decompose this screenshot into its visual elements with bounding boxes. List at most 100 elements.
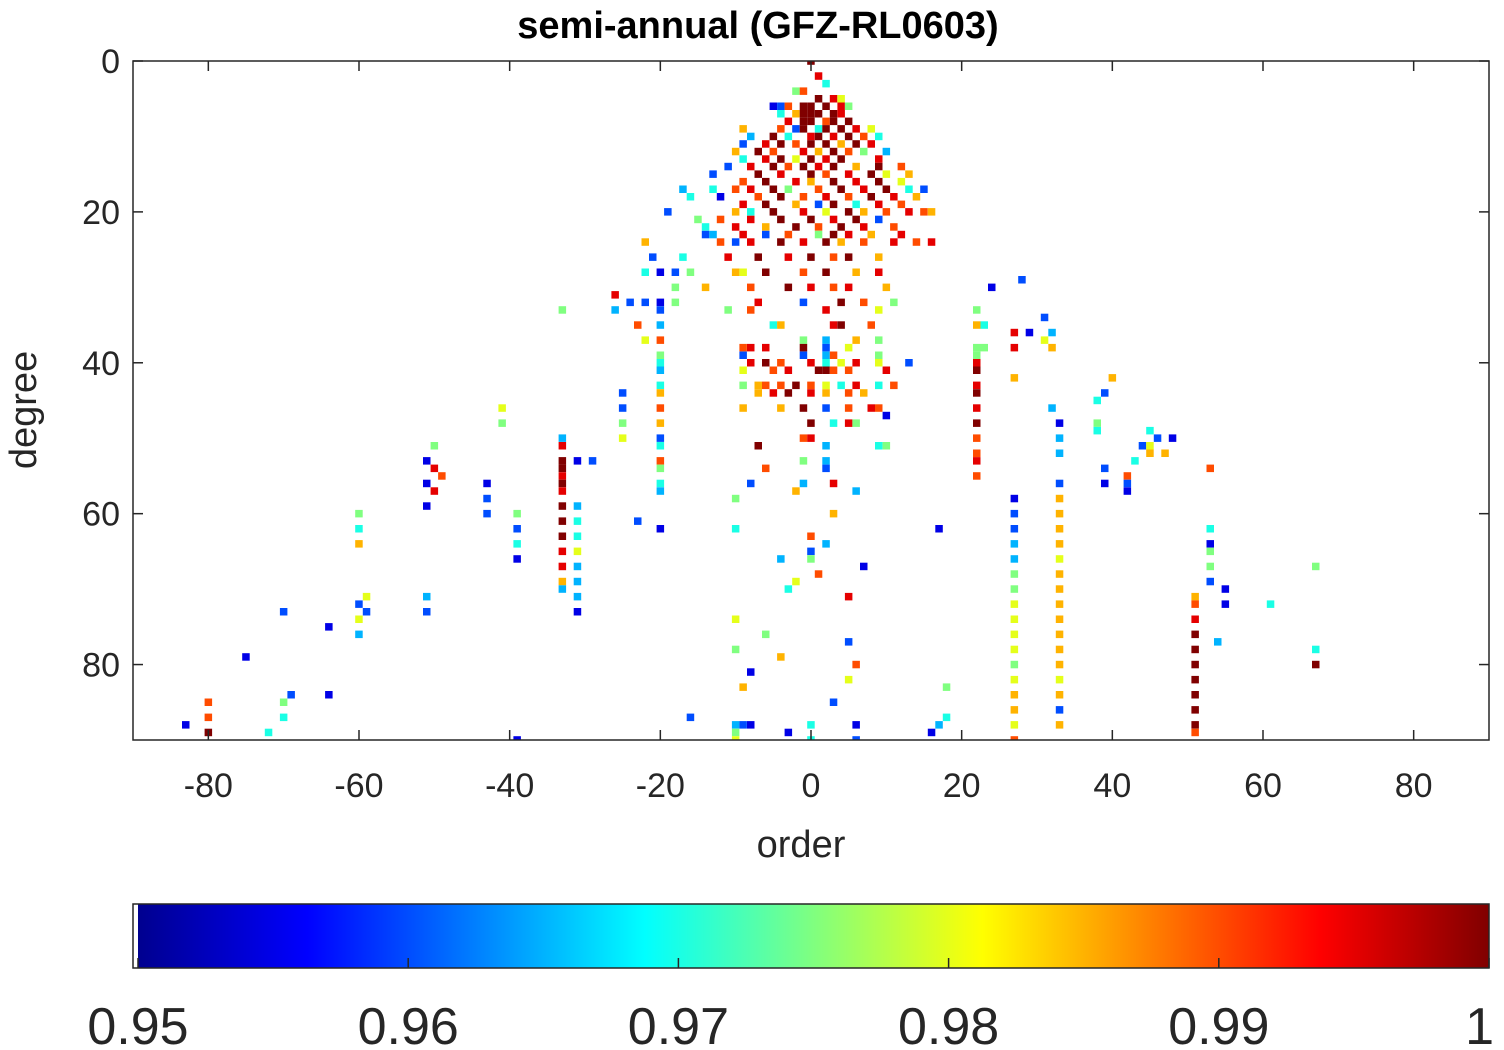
data-cell-93 [762, 177, 770, 186]
data-cell-193 [731, 268, 740, 276]
data-cell-405 [483, 509, 491, 518]
data-cell-305 [784, 389, 793, 397]
data-cell-472 [1010, 615, 1019, 623]
data-cell-356 [1138, 442, 1147, 450]
data-cell-351 [822, 442, 830, 450]
data-cell-352 [875, 442, 883, 450]
data-cell-255 [1010, 343, 1019, 352]
data-cell-451 [573, 592, 582, 601]
data-cell-194 [739, 268, 747, 276]
x-tick-label: -80 [184, 767, 233, 805]
data-cell-445 [792, 577, 800, 586]
data-cell-413 [355, 525, 363, 533]
data-cell-92 [739, 177, 747, 186]
data-cell-167 [897, 230, 906, 239]
data-cell-42 [814, 132, 823, 141]
data-cell-520 [731, 721, 740, 729]
data-cell-70 [822, 155, 830, 163]
data-cell-200 [671, 283, 680, 292]
data-cell-475 [325, 623, 333, 631]
data-cell-453 [423, 592, 431, 601]
colorbar-tick-label: 0.95 [87, 998, 188, 1050]
data-cell-148 [852, 215, 860, 224]
data-cell-365 [822, 457, 830, 465]
data-cell-515 [1055, 706, 1064, 714]
data-cell-272 [852, 359, 860, 367]
data-cell-172 [777, 238, 785, 246]
data-cell-295 [822, 381, 830, 390]
data-cell-161 [762, 230, 770, 239]
data-cell-54 [852, 140, 860, 148]
data-cell-233 [829, 321, 838, 329]
data-cell-371 [656, 464, 665, 473]
data-cell-166 [867, 230, 875, 239]
data-cell-155 [837, 223, 845, 231]
data-cell-422 [355, 540, 363, 548]
data-cell-5 [814, 95, 823, 103]
data-cell-483 [777, 653, 785, 661]
data-cell-402 [558, 502, 567, 510]
data-cell-88 [844, 170, 853, 178]
data-cell-424 [558, 547, 567, 556]
data-cell-487 [1055, 645, 1064, 654]
data-cell-416 [573, 532, 582, 540]
data-cell-414 [513, 525, 521, 533]
data-cell-503 [325, 691, 333, 699]
data-cell-235 [867, 321, 875, 329]
data-cell-268 [777, 359, 785, 367]
data-cell-248 [747, 343, 755, 352]
data-cell-20 [814, 110, 823, 118]
data-cell-479 [1055, 630, 1064, 639]
data-cell-253 [973, 343, 981, 352]
data-cell-35 [837, 125, 845, 133]
data-cell-109 [882, 185, 891, 193]
data-cell-102 [731, 185, 740, 193]
data-cell-223 [724, 306, 732, 314]
data-cell-67 [777, 155, 785, 163]
data-cell-482 [731, 645, 740, 654]
data-cell-518 [204, 713, 213, 722]
data-cell-469 [1266, 600, 1275, 608]
data-cell-3 [792, 87, 800, 95]
data-cells [182, 61, 1320, 740]
data-cell-78 [814, 162, 823, 171]
data-cell-4 [799, 87, 808, 95]
data-cell-329 [807, 419, 815, 427]
data-cell-14 [837, 102, 845, 110]
data-cell-419 [1010, 525, 1019, 533]
data-cell-427 [822, 540, 830, 548]
data-cell-211 [626, 298, 634, 307]
data-cell-468 [1221, 600, 1230, 608]
data-cell-425 [573, 547, 582, 556]
data-cell-524 [852, 721, 860, 729]
data-cell-519 [182, 721, 190, 729]
data-cell-361 [573, 457, 582, 465]
data-cell-97 [852, 177, 860, 186]
data-cell-318 [799, 404, 808, 412]
data-cell-156 [860, 223, 868, 231]
colorbar [138, 904, 1489, 968]
data-cell-252 [844, 343, 853, 352]
data-cell-435 [807, 547, 815, 556]
data-cell-293 [792, 381, 800, 390]
data-cell-393 [792, 487, 800, 495]
x-tick-label: -20 [636, 767, 685, 805]
data-cell-527 [731, 728, 740, 737]
data-cell-114 [754, 193, 762, 201]
data-cell-311 [1101, 389, 1109, 397]
data-cell-190 [656, 268, 665, 276]
data-cell-132 [747, 208, 755, 216]
data-cell-486 [1010, 645, 1019, 654]
y-tick-label: 60 [82, 496, 120, 534]
data-cell-108 [860, 185, 868, 193]
data-cell-136 [844, 208, 853, 216]
data-cell-49 [777, 140, 785, 148]
data-cell-327 [656, 419, 665, 427]
data-cell-81 [875, 162, 883, 171]
data-cell-171 [747, 238, 755, 246]
data-cell-509 [204, 698, 213, 706]
data-cell-181 [679, 253, 687, 261]
data-cell-45 [860, 132, 868, 141]
data-cell-229 [634, 321, 642, 329]
data-cell-86 [807, 170, 815, 178]
